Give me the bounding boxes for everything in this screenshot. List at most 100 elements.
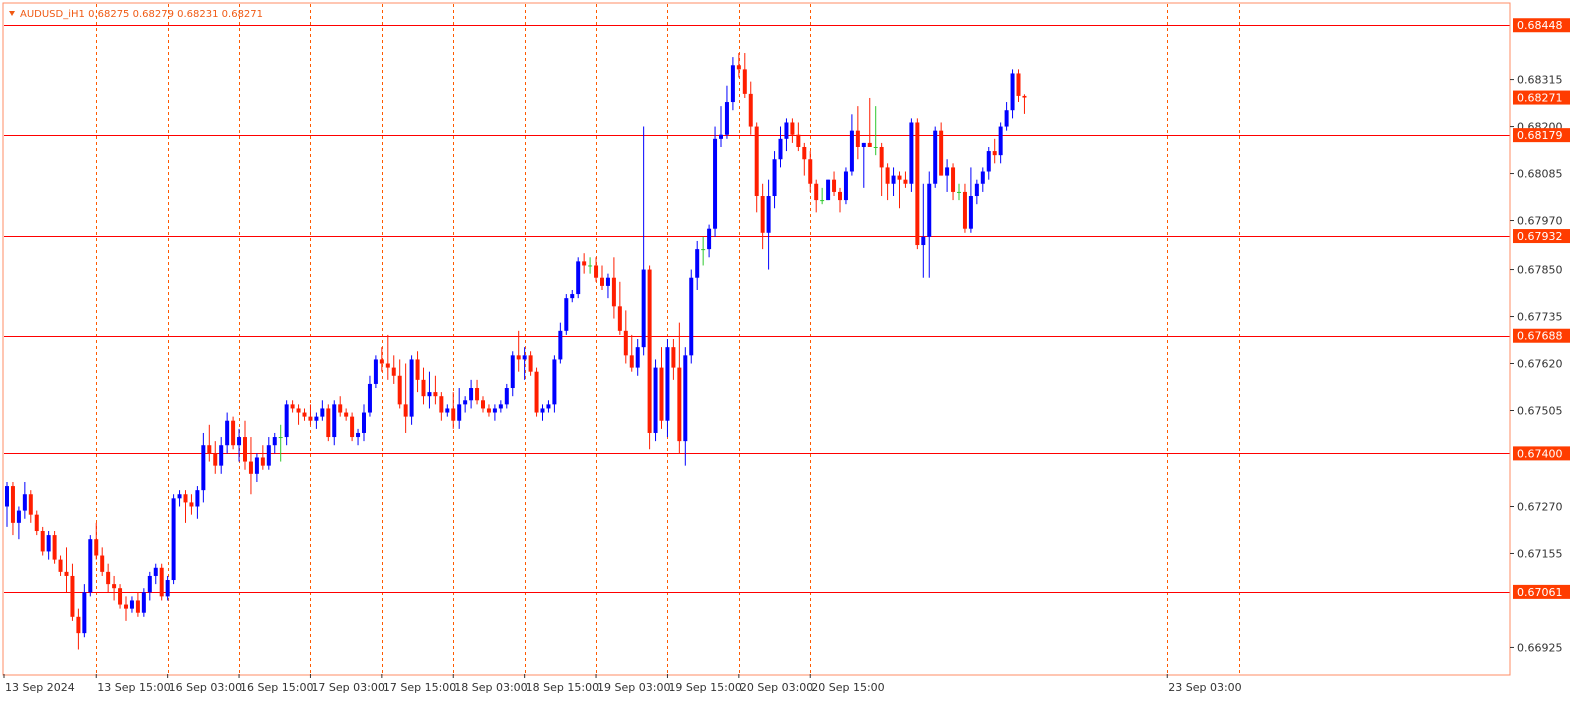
candle-body xyxy=(302,412,307,417)
candle xyxy=(326,404,331,442)
candle-body xyxy=(147,575,152,593)
y-tick-label: 0.67505 xyxy=(1517,404,1563,417)
candle xyxy=(332,400,337,446)
price-tag-label: 0.67400 xyxy=(1517,447,1563,460)
candle-body xyxy=(808,159,813,184)
candle xyxy=(843,167,848,205)
candle-body xyxy=(124,604,128,609)
candle xyxy=(58,555,63,576)
candle-body xyxy=(909,122,914,184)
candle-body xyxy=(647,269,652,433)
x-tick-label: 20 Sep 15:00 xyxy=(811,681,884,694)
candle-body xyxy=(933,130,938,184)
candle-body xyxy=(576,261,581,295)
candle-body xyxy=(742,69,747,94)
candle-body xyxy=(106,571,111,585)
candle xyxy=(391,355,396,384)
candle xyxy=(409,355,414,425)
price-tag-box xyxy=(1513,128,1570,143)
candle-body xyxy=(201,445,206,491)
candle-body xyxy=(135,600,140,613)
candle-body xyxy=(1022,95,1027,98)
level-price-tag: 0.67061 xyxy=(1513,584,1570,599)
candle xyxy=(100,547,105,576)
candle-body xyxy=(213,453,218,466)
x-tick-label: 20 Sep 03:00 xyxy=(740,681,813,694)
candle-body xyxy=(356,432,361,438)
candle xyxy=(724,85,729,139)
candle-body xyxy=(861,142,866,147)
candle-body xyxy=(112,584,117,589)
candle-body xyxy=(284,404,289,438)
candle xyxy=(254,453,259,482)
candle-body xyxy=(945,167,950,176)
candle-body xyxy=(873,146,878,148)
candle xyxy=(814,179,819,213)
candle xyxy=(492,404,497,421)
candle xyxy=(225,412,230,454)
candle xyxy=(266,437,271,470)
candle xyxy=(683,347,688,466)
candle xyxy=(992,138,997,164)
candle-body xyxy=(207,445,212,454)
candle xyxy=(534,367,539,417)
candle-body xyxy=(457,404,462,421)
candle-body xyxy=(635,347,640,368)
candle xyxy=(802,142,807,176)
candle xyxy=(933,126,938,188)
candle xyxy=(528,351,533,376)
collapse-triangle-icon[interactable] xyxy=(9,11,15,16)
candle-body xyxy=(689,277,694,356)
candle-body xyxy=(278,437,283,439)
candle xyxy=(82,584,87,638)
y-tick-label: 0.66925 xyxy=(1517,641,1563,654)
candle xyxy=(296,404,301,425)
candle-body xyxy=(570,294,575,299)
candle-body xyxy=(713,138,718,229)
candle xyxy=(1010,69,1015,119)
y-tick-label: 0.67970 xyxy=(1517,215,1563,228)
candle-body xyxy=(22,494,27,511)
level-price-tag: 0.68179 xyxy=(1513,128,1570,143)
level-price-tag: 0.67688 xyxy=(1513,328,1570,343)
level-price-tag: 0.67932 xyxy=(1513,229,1570,244)
candle-body xyxy=(338,404,343,413)
candle-body xyxy=(88,539,93,593)
candle xyxy=(421,367,426,405)
candle xyxy=(713,126,718,237)
candle-body xyxy=(326,408,331,438)
candle xyxy=(855,106,860,160)
candle xyxy=(885,163,890,201)
candle xyxy=(46,531,51,560)
candle-body xyxy=(195,490,200,507)
candle-body xyxy=(748,93,753,127)
candle-body xyxy=(790,122,795,135)
candle xyxy=(748,81,753,135)
candle-body xyxy=(814,183,819,201)
candle-body xyxy=(724,102,729,135)
candle xyxy=(486,404,491,417)
price-tag-label: 0.68448 xyxy=(1517,19,1563,32)
candle-body xyxy=(855,130,860,147)
candle xyxy=(124,596,128,621)
x-tick-label: 23 Sep 03:00 xyxy=(1168,681,1241,694)
candle xyxy=(927,171,932,278)
candle xyxy=(350,412,355,442)
candle xyxy=(552,355,557,413)
candle-body xyxy=(528,355,533,372)
candle xyxy=(897,171,902,209)
x-tick-label: 17 Sep 03:00 xyxy=(311,681,384,694)
x-tick-label: 18 Sep 03:00 xyxy=(454,681,527,694)
candle xyxy=(1004,102,1009,131)
candle xyxy=(635,339,640,376)
candle-body xyxy=(141,592,146,613)
candle-body xyxy=(992,151,997,156)
candle xyxy=(213,441,218,474)
candle-body xyxy=(701,249,706,251)
candle xyxy=(1022,94,1027,114)
candle-body xyxy=(76,616,81,634)
candle-body xyxy=(445,408,450,413)
candle xyxy=(962,183,967,233)
candle xyxy=(784,118,789,152)
